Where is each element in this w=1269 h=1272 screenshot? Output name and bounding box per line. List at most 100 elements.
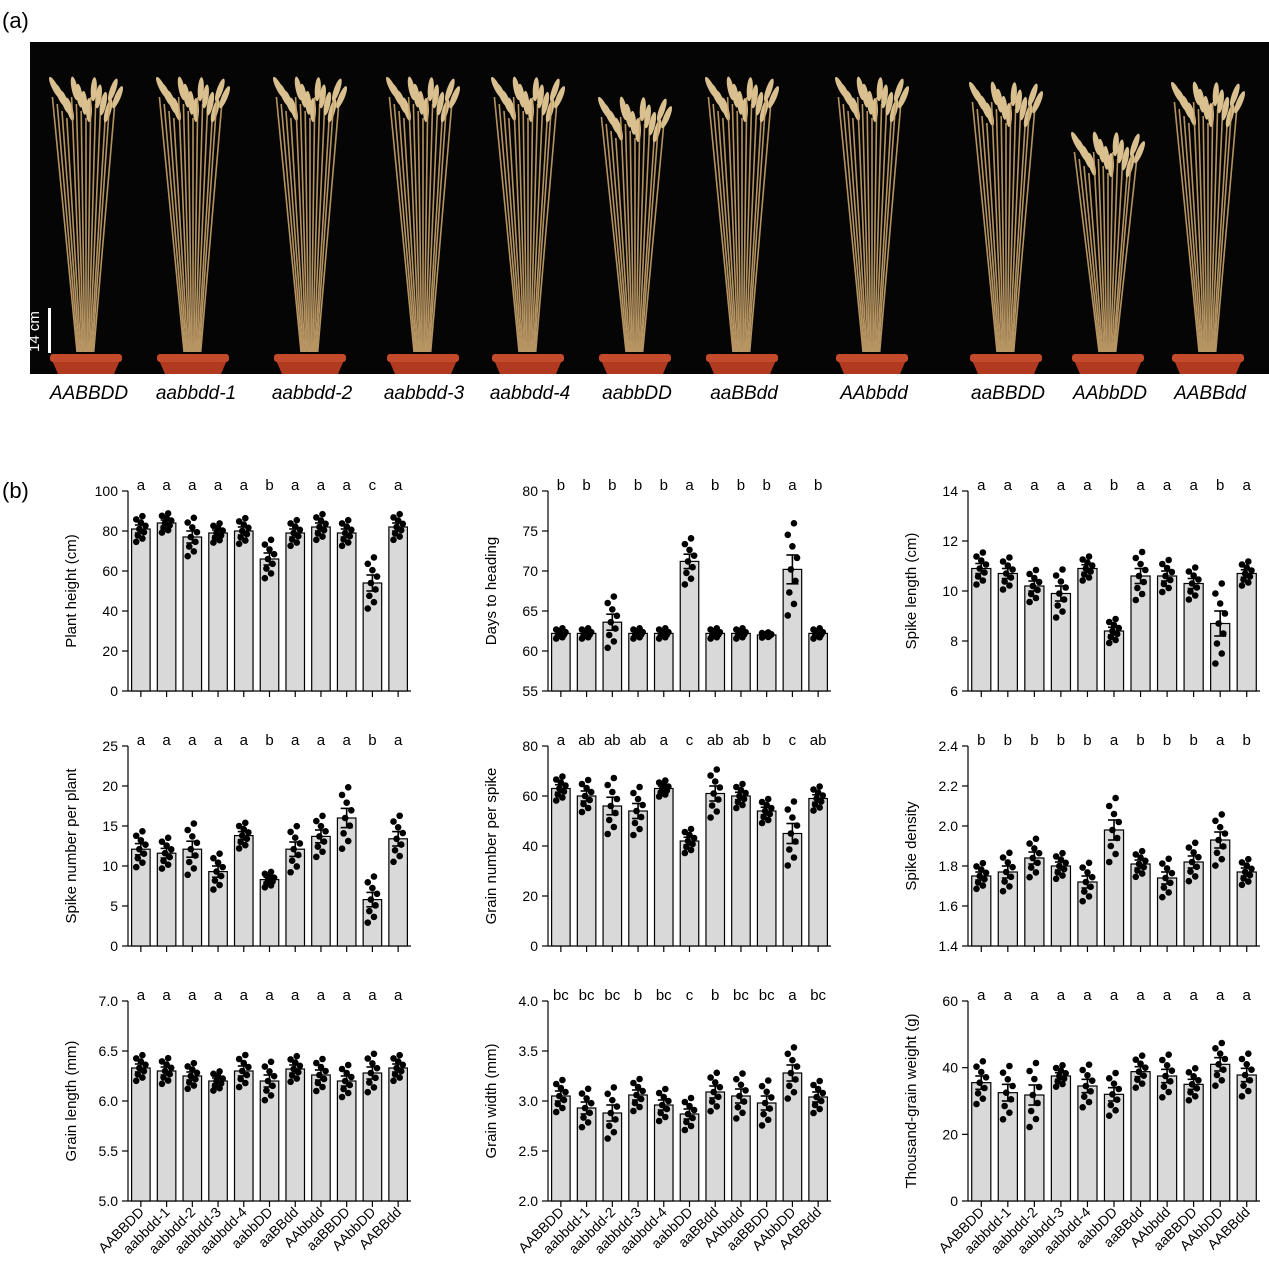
stem [299, 103, 309, 353]
data-point [1168, 1067, 1176, 1074]
stem [1188, 122, 1204, 353]
stem [168, 110, 188, 353]
data-point [1166, 1078, 1174, 1085]
spike [639, 97, 646, 122]
data-point [1185, 568, 1193, 575]
data-point [287, 1078, 294, 1086]
data-point [242, 819, 249, 827]
stem [86, 96, 92, 353]
data-point [396, 533, 403, 540]
data-point [184, 552, 191, 560]
spike [737, 90, 744, 115]
data-point [630, 831, 637, 839]
data-point [1160, 884, 1168, 891]
significance-letter: b [763, 477, 771, 494]
data-point [139, 535, 146, 542]
bar [1050, 1075, 1072, 1202]
significance-letter: ab [604, 732, 621, 749]
data-point [338, 542, 346, 550]
data-point [982, 1074, 990, 1081]
data-point [974, 1090, 982, 1097]
spike [427, 77, 434, 102]
y-tick-label: 12 [942, 533, 958, 549]
y-tick-label: 2.4 [939, 738, 959, 754]
data-point [979, 1095, 987, 1102]
data-point [733, 1115, 740, 1122]
bar [388, 526, 408, 692]
data-point [391, 847, 399, 854]
data-point [132, 1077, 140, 1085]
stem [393, 103, 417, 353]
data-point [687, 1122, 695, 1130]
data-point [1085, 893, 1093, 900]
data-point [1031, 574, 1038, 582]
data-point [1163, 1062, 1171, 1069]
pot-rim [492, 354, 564, 362]
data-point [578, 808, 586, 816]
data-point [580, 800, 587, 808]
y-tick-label: 60 [942, 993, 958, 1009]
data-point [973, 1063, 980, 1070]
spike [219, 86, 231, 109]
stem [1088, 172, 1104, 353]
stem [638, 130, 651, 353]
data-point [811, 1101, 819, 1109]
data-point [1138, 1052, 1146, 1059]
stem [398, 110, 418, 353]
stem [51, 96, 78, 353]
data-point [1026, 570, 1033, 578]
significance-letter: a [188, 477, 197, 494]
stem [61, 110, 81, 353]
bar [679, 840, 700, 947]
stem [173, 117, 189, 353]
stem [89, 110, 102, 353]
stem [1012, 108, 1036, 353]
data-point [1160, 580, 1168, 588]
spike [656, 98, 667, 122]
data-point [184, 519, 191, 526]
data-point [1238, 1093, 1246, 1100]
data-point [655, 779, 663, 786]
stem [712, 103, 736, 353]
data-point [319, 510, 326, 518]
y-tick-label: 2.5 [519, 1143, 539, 1159]
bar [782, 568, 803, 692]
data-point [1132, 596, 1140, 604]
data-point [1112, 615, 1119, 623]
stem [842, 103, 866, 353]
y-tick-label: 80 [522, 483, 538, 499]
bar [756, 634, 777, 692]
bar [362, 582, 383, 692]
stem [75, 103, 85, 353]
data-point [1134, 584, 1141, 592]
data-point [1165, 855, 1172, 863]
significance-letter: b [1110, 477, 1118, 494]
significance-letter: a [1083, 987, 1092, 1004]
spike [537, 84, 544, 109]
panel-b-label: (b) [2, 478, 29, 503]
bar [808, 632, 828, 692]
data-point [687, 535, 695, 542]
stem [1111, 165, 1124, 353]
data-point [733, 804, 740, 812]
data-point [816, 624, 823, 632]
data-point [973, 885, 980, 893]
spike [532, 77, 539, 102]
data-point [1187, 588, 1194, 595]
data-point [364, 1088, 372, 1096]
bar [576, 632, 597, 692]
bar [336, 532, 357, 692]
stem [187, 110, 193, 353]
pot [1074, 360, 1142, 374]
data-point [784, 862, 792, 869]
bar [628, 632, 648, 692]
significance-letter: a [1110, 732, 1119, 749]
stem [199, 103, 223, 353]
spike [1134, 141, 1146, 164]
data-point [1159, 893, 1166, 901]
data-point [609, 1096, 616, 1104]
data-point [578, 780, 586, 788]
plant [705, 76, 780, 374]
data-point [999, 854, 1007, 861]
